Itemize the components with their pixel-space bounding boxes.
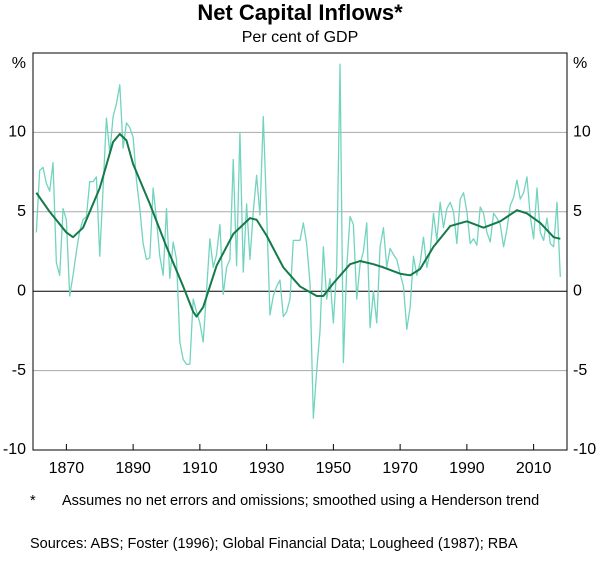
x-tick-label: 1930 [249, 460, 285, 477]
y-tick-label: 10 [8, 124, 26, 141]
y-tick-label-right: 10 [573, 124, 591, 141]
y-unit-right: % [573, 55, 587, 72]
x-tick-label: 1990 [449, 460, 485, 477]
sources: Sources: ABS; Foster (1996); Global Fina… [30, 536, 518, 552]
y-tick-label-right: -5 [573, 362, 587, 379]
x-tick-label: 2010 [516, 460, 552, 477]
x-tick-label: 1950 [316, 460, 352, 477]
series-line [35, 132, 561, 318]
x-tick-label: 1870 [49, 460, 85, 477]
y-unit-left: % [12, 55, 26, 72]
y-tick-label-right: 5 [573, 203, 582, 220]
chart-title: Net Capital Inflows* [197, 0, 403, 25]
note-text: Assumes no net errors and omissions; smo… [62, 493, 540, 509]
note: * Assumes no net errors and omissions; s… [30, 493, 562, 510]
note-marker: * [30, 493, 36, 509]
x-tick-label: 1910 [182, 460, 218, 477]
x-tick-label: 1890 [115, 460, 151, 477]
series-line [35, 63, 561, 419]
y-tick-label: -10 [3, 441, 26, 458]
x-tick-label: 1970 [382, 460, 418, 477]
plot-frame [32, 52, 568, 451]
chart: Net Capital Inflows* Per cent of GDP % %… [3, 0, 596, 477]
y-tick-label: 5 [17, 203, 26, 220]
y-tick-label: 0 [17, 282, 26, 299]
y-tick-label-right: -10 [573, 441, 596, 458]
chart-subtitle: Per cent of GDP [242, 29, 359, 46]
y-tick-label: -5 [12, 362, 26, 379]
y-tick-label-right: 0 [573, 282, 582, 299]
